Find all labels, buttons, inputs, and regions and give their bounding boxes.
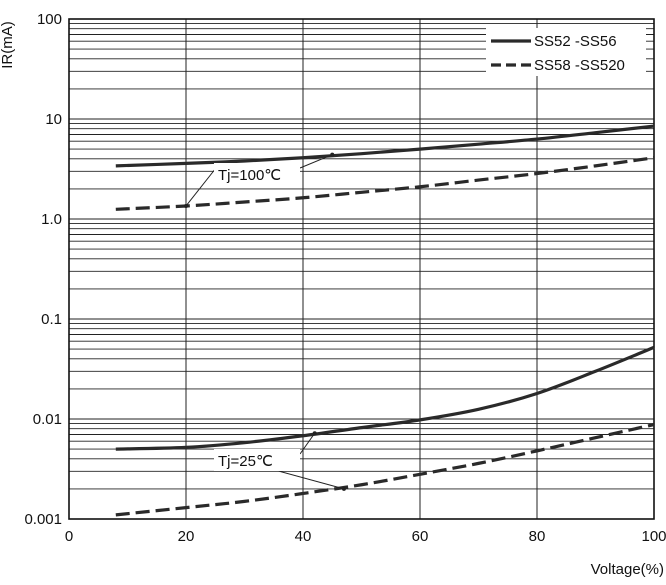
- y-axis-ticks: 0.001 0.01 0.1 1.0 10 100: [24, 11, 62, 528]
- annotation-arrowhead: [341, 486, 346, 491]
- x-tick-label: 0: [65, 528, 73, 545]
- y-tick-label: 0.001: [24, 511, 62, 528]
- y-tick-label: 100: [37, 11, 62, 28]
- y-tick-label: 1.0: [41, 211, 62, 228]
- series-group: [115, 124, 655, 517]
- x-axis-label: Voltage(%): [591, 561, 664, 578]
- legend-label: SS58 -SS520: [534, 57, 625, 74]
- y-tick-label: 0.1: [41, 311, 62, 328]
- annotation-arrowhead: [184, 203, 188, 208]
- series-line-solid: [115, 345, 655, 451]
- annotation-leader-line: [185, 167, 217, 207]
- x-tick-label: 100: [641, 528, 666, 545]
- annotation-leader-line: [299, 154, 333, 169]
- annotation-arrowhead: [330, 152, 335, 157]
- y-tick-label: 0.01: [33, 411, 62, 428]
- annotation-label: Tj=25℃: [218, 453, 273, 470]
- legend-label: SS52 -SS56: [534, 33, 617, 50]
- annotation-label: Tj=100℃: [218, 167, 281, 184]
- x-axis-ticks: 0 20 40 60 80 100: [65, 528, 666, 545]
- x-tick-label: 40: [295, 528, 312, 545]
- annotation-label-bg: [214, 449, 300, 471]
- legend: SS52 -SS56 SS58 -SS520: [486, 28, 646, 76]
- grid: [68, 19, 655, 520]
- x-tick-label: 20: [178, 528, 195, 545]
- series-line-dashed: [115, 422, 655, 517]
- annotations: Tj=100℃ Tj=25℃: [184, 152, 346, 491]
- x-tick-label: 80: [529, 528, 546, 545]
- x-tick-label: 60: [412, 528, 429, 545]
- plot-frame: [68, 18, 655, 520]
- series-line-dashed: [115, 156, 655, 211]
- annotation-label-bg: [214, 163, 300, 185]
- y-tick-label: 10: [45, 111, 62, 128]
- y-axis-label: IR(mA): [0, 21, 16, 69]
- annotation-leader-line: [299, 432, 316, 455]
- legend-box: [486, 28, 646, 76]
- series-line-solid: [115, 124, 655, 168]
- annotation-arrowhead: [312, 431, 317, 436]
